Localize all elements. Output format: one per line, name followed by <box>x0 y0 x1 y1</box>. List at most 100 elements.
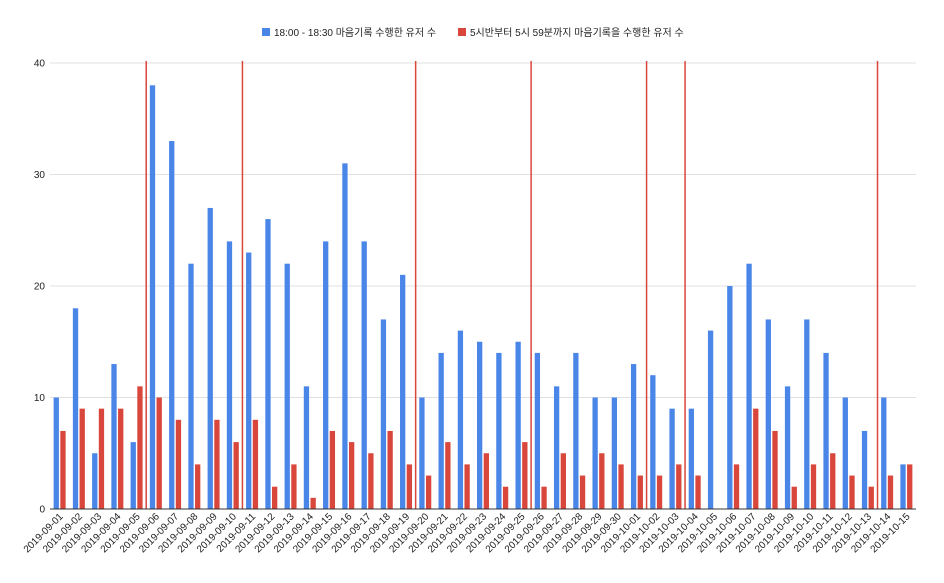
legend-label: 18:00 - 18:30 마음기록 수행한 유저 수 <box>274 27 436 39</box>
bar-series-2 <box>868 486 874 509</box>
legend-swatch <box>458 28 466 36</box>
bar-series-1 <box>707 330 714 509</box>
bar-series-2 <box>98 408 105 509</box>
bar-series-1 <box>746 263 752 509</box>
bar-series-2 <box>772 430 778 509</box>
bar-series-1 <box>72 308 79 509</box>
bar-series-2 <box>695 475 701 509</box>
bar-series-1 <box>323 241 329 509</box>
bar-series-1 <box>534 352 541 509</box>
bar-series-2 <box>118 408 124 509</box>
y-tick-label: 0 <box>39 505 45 516</box>
bar-series-1 <box>477 341 483 509</box>
bar-series-2 <box>406 464 413 509</box>
bar-series-1 <box>361 241 367 509</box>
bar-series-1 <box>515 341 521 509</box>
bar-series-1 <box>130 442 136 509</box>
bar-series-2 <box>560 453 566 509</box>
bar-series-2 <box>368 453 374 509</box>
bar-series-2 <box>60 430 66 509</box>
bar-series-2 <box>445 442 451 509</box>
y-tick-label: 10 <box>34 393 46 404</box>
bar-series-2 <box>522 442 528 509</box>
bar-series-2 <box>464 464 470 509</box>
bar-series-1 <box>400 274 406 509</box>
bar-series-2 <box>156 397 162 509</box>
bar-series-1 <box>246 252 252 510</box>
bar-series-2 <box>637 475 643 509</box>
bar-series-1 <box>265 219 271 509</box>
bar-series-2 <box>618 464 624 509</box>
bar-series-1 <box>861 430 868 509</box>
bar-series-2 <box>175 419 182 509</box>
bar-series-1 <box>611 397 618 509</box>
bar-series-2 <box>791 486 797 509</box>
bar-series-2 <box>348 442 355 509</box>
x-axis-ticks: 2019-09-012019-09-022019-09-032019-09-04… <box>22 511 913 555</box>
bar-series-2 <box>599 453 605 509</box>
bar-series-2 <box>483 453 489 509</box>
bar-series-1 <box>688 408 694 509</box>
bar-series-1 <box>881 397 887 509</box>
bar-series-2 <box>849 475 855 509</box>
bar-series-2 <box>830 453 836 509</box>
gridlines <box>50 62 916 398</box>
bar-series-2 <box>502 486 509 509</box>
bar-series-1 <box>149 85 156 510</box>
bar-series-1 <box>784 386 791 509</box>
vertical-markers <box>145 61 879 509</box>
bar-series-2 <box>579 475 586 509</box>
bar-series-1 <box>592 397 598 509</box>
bar-series-1 <box>669 408 675 509</box>
bar-series-2 <box>541 486 547 509</box>
bar-series-1 <box>727 286 733 509</box>
bar-series-2 <box>252 419 259 509</box>
bar-series-1 <box>438 352 444 509</box>
bar-series-1 <box>380 319 387 509</box>
bar-series-2 <box>753 408 759 509</box>
bar-series-2 <box>387 430 393 509</box>
bar-series-1 <box>169 141 175 510</box>
bar-series-1 <box>207 207 213 509</box>
y-tick-label: 20 <box>34 282 46 293</box>
y-axis-ticks: 0 10 20 30 40 <box>34 59 46 516</box>
bar-series-1 <box>53 397 59 509</box>
bar-series-1 <box>823 352 829 509</box>
bar-series-1 <box>226 241 233 509</box>
bar-series-1 <box>573 352 579 509</box>
legend-label: 5시반부터 5시 59분까지 마음기록을 수행한 유저 수 <box>470 27 684 39</box>
bar-series-1 <box>188 263 194 509</box>
bar-series-2 <box>329 430 336 509</box>
legend: 18:00 - 18:30 마음기록 수행한 유저 수 5시반부터 5시 59분까… <box>262 27 684 39</box>
bar-series-1 <box>553 386 560 509</box>
bar-series-2 <box>887 475 894 509</box>
bar-series-2 <box>291 464 297 509</box>
bar-series-2 <box>733 464 740 509</box>
bar-series-1 <box>419 397 425 509</box>
bar-series-2 <box>195 464 201 509</box>
bar-series-2 <box>214 419 220 509</box>
bar-series-1 <box>342 163 348 509</box>
bar-series-1 <box>284 263 290 509</box>
bar-series-1 <box>92 453 98 509</box>
bar-series-1 <box>900 464 906 509</box>
bar-series-2 <box>233 442 239 509</box>
bar-series-2 <box>272 486 278 509</box>
bar-series-1 <box>765 319 771 509</box>
bar-series-2 <box>137 386 143 509</box>
bar-series-1 <box>303 386 310 509</box>
bar-series-1 <box>496 352 502 509</box>
bar-series-2 <box>425 475 432 509</box>
bar-series-1 <box>457 330 464 509</box>
bar-series-1 <box>650 375 656 509</box>
bar-series-2 <box>907 464 913 509</box>
bar-series-2 <box>810 464 817 509</box>
bar-series-2 <box>656 475 663 509</box>
legend-swatch <box>262 28 270 36</box>
bars <box>53 85 913 510</box>
y-tick-label: 40 <box>34 59 46 70</box>
bar-series-2 <box>79 408 85 509</box>
bar-series-2 <box>310 497 316 509</box>
